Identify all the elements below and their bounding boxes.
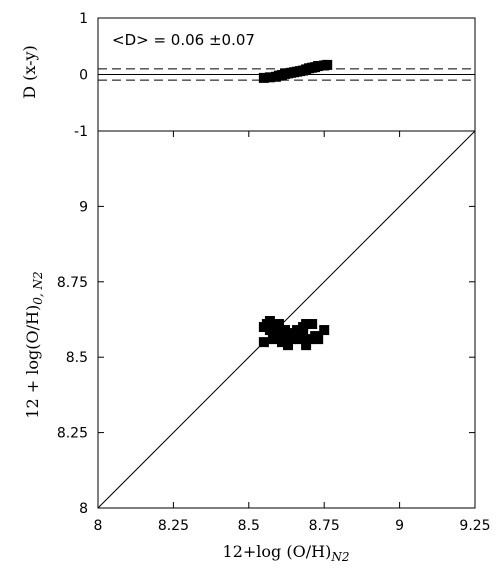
- x-tick-label: 8: [94, 518, 103, 534]
- y-axis-title-main: 12 + log(O/H): [23, 305, 42, 419]
- bottom-data-point: [264, 325, 275, 336]
- top-y-axis-title: D (x-y): [20, 45, 39, 99]
- x-tick-label: 9: [395, 518, 404, 534]
- bottom-data-point: [307, 319, 318, 330]
- bottom-data-point: [267, 334, 278, 345]
- bottom-data-point: [273, 319, 284, 330]
- bottom-data-point: [289, 331, 300, 342]
- bottom-data-point: [283, 340, 294, 351]
- top-data-point: [313, 61, 324, 72]
- bottom-x-axis-title: 12+log (O/H)N2: [223, 542, 350, 564]
- x-tick-label: 8.25: [158, 518, 189, 534]
- y-axis-title-subscript: 0, N2: [31, 271, 45, 304]
- bottom-data-point: [298, 328, 309, 339]
- bottom-data-point: [295, 334, 306, 345]
- top-y-tick-label: 0: [79, 68, 88, 84]
- x-axis-title-main: 12+log (O/H): [223, 542, 332, 561]
- top-data-point: [258, 72, 269, 83]
- one-to-one-line: [97, 130, 476, 509]
- bottom-data-point: [313, 334, 324, 345]
- bottom-data-point: [264, 316, 275, 327]
- bottom-x-ticks: 8 8.25 8.5 8.75 9 9.25: [94, 131, 491, 534]
- bottom-y-axis-title: 12 + log(O/H)0, N2: [23, 271, 45, 418]
- bottom-y-ticks: 8 8.25 8.5 8.75 9: [57, 199, 475, 517]
- bottom-data-point: [292, 325, 303, 336]
- x-tick-label: 8.75: [309, 518, 340, 534]
- bottom-y-tick-label: 8.25: [57, 426, 88, 442]
- top-data-point: [322, 59, 333, 70]
- top-y-tick-label: 1: [79, 11, 88, 27]
- bottom-y-tick-label: 8.75: [57, 275, 88, 291]
- bottom-data-point: [283, 328, 294, 339]
- top-panel: 1 0 -1 <D> = 0.06 ±0.07 D (x-y): [20, 11, 476, 140]
- top-annotation: <D> = 0.06 ±0.07: [112, 31, 255, 49]
- bottom-y-tick-label: 8: [79, 501, 88, 517]
- x-tick-label: 9.25: [459, 518, 490, 534]
- bottom-panel: 8 8.25 8.5 8.75 9 9.25 8 8.25 8.5 8.75 9 12+log (…: [23, 130, 491, 564]
- top-y-tick-label: -1: [74, 124, 88, 140]
- bottom-data-point: [301, 340, 312, 351]
- x-tick-label: 8.5: [238, 518, 260, 534]
- bottom-data-point: [258, 337, 269, 348]
- top-y-ticks: 1 0 -1: [74, 11, 475, 140]
- top-scatter-points: [258, 59, 333, 83]
- bottom-y-tick-label: 8.5: [66, 350, 88, 366]
- bottom-plot-frame: [97, 130, 476, 509]
- top-data-point: [264, 72, 275, 83]
- bottom-data-point: [319, 325, 330, 336]
- bottom-data-point: [301, 319, 312, 330]
- bottom-data-point: [276, 337, 287, 348]
- bottom-data-point: [304, 334, 315, 345]
- bottom-y-tick-label: 9: [79, 199, 88, 215]
- identity-line: [97, 130, 476, 509]
- bottom-scatter-points: [258, 316, 330, 351]
- bottom-data-point: [276, 331, 287, 342]
- x-axis-title-subscript: N2: [330, 550, 349, 564]
